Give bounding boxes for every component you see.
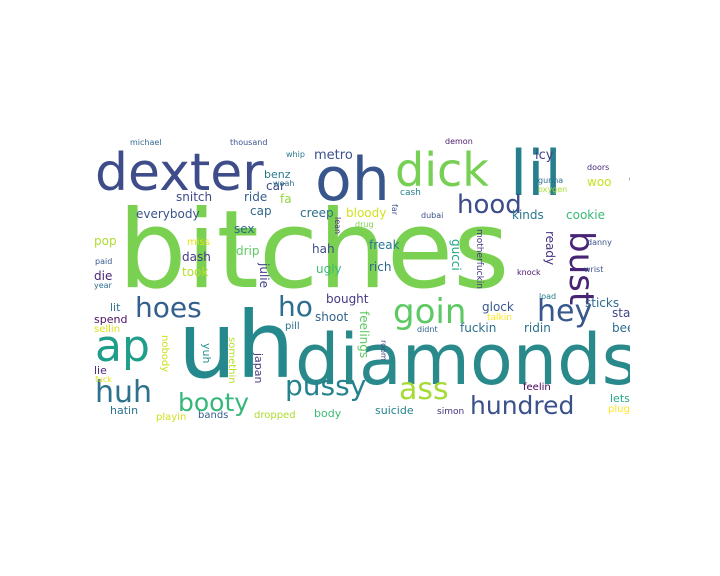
word-lets: lets [610, 392, 630, 405]
word-car: car [266, 179, 285, 193]
word-spend: spend [94, 313, 128, 326]
word-pop: pop [94, 234, 117, 248]
word-cloud: bitches uh diamonds dexter oh dick lil a… [90, 135, 630, 425]
word-die: die [94, 269, 113, 283]
word-oxygen: oxygen [538, 185, 568, 194]
word-glock: glock [482, 300, 514, 314]
word-booty: booty [178, 388, 250, 417]
word-simon: simon [437, 407, 465, 417]
word-miss: miss [187, 237, 210, 248]
word-ready: ready [543, 231, 557, 266]
word-hey: hey [537, 294, 593, 329]
word-feelin: feelin [523, 382, 551, 393]
word-dexter: dexter [95, 143, 264, 203]
word-dropped: dropped [254, 410, 296, 421]
word-ap: ap [95, 321, 150, 372]
word-pill: pill [285, 321, 300, 332]
word-rich: rich [369, 260, 392, 274]
word-bought: bought [326, 292, 369, 306]
word-freak: freak [369, 238, 400, 252]
word-woah: woah [273, 179, 295, 188]
word-everybody: everybody [136, 207, 200, 221]
word-michael: michael [130, 138, 162, 147]
word-japan: japan [252, 353, 265, 384]
word-lil: lil [510, 137, 562, 210]
word-bloody: bloody [346, 206, 387, 220]
word-drug: drug [355, 220, 374, 229]
word-dash: dash [182, 250, 211, 264]
word-took: took [182, 265, 209, 279]
word-creep: creep [300, 206, 334, 220]
word-yuh: yuh [200, 343, 213, 364]
word-dubai: dubai [421, 211, 444, 220]
word-metro: metro [314, 148, 353, 163]
word-sticks: sticks [585, 296, 620, 310]
word-ridin: ridin [524, 321, 551, 335]
word-goin: goin [393, 292, 467, 332]
word-nobody: nobody [159, 335, 170, 373]
word-hah: hah [312, 242, 335, 256]
word-far: far [390, 204, 399, 216]
word-feelings: feelings [357, 311, 371, 359]
word-drip: drip [236, 244, 260, 258]
word-plug: plug [608, 404, 630, 415]
word-gunna: gunna [538, 176, 564, 185]
word-lie: lie [94, 364, 107, 377]
word-talkin: talkin [487, 313, 512, 323]
word-pussy: pussy [285, 369, 367, 402]
word-demon: demon [445, 137, 473, 146]
word-hood: hood [457, 190, 522, 220]
word-huh: huh [95, 375, 153, 410]
word-icy: icy [535, 148, 554, 163]
word-snitch: snitch [176, 190, 213, 204]
word-load: load [539, 292, 557, 301]
word-paid: paid [95, 257, 113, 266]
word-uh: uh [178, 292, 295, 399]
word-dick: dick [395, 143, 489, 197]
word-hoes: hoes [135, 291, 202, 324]
word-playin: playin [156, 412, 187, 423]
word-year: year [94, 281, 112, 290]
word-somethin: somethin [226, 337, 237, 384]
word-benz: benz [264, 168, 291, 181]
word-room: room [379, 340, 388, 361]
word-julie: julie [257, 263, 271, 288]
word-star: star [612, 306, 630, 320]
word-ride: ride [244, 190, 268, 204]
word-fuck: fuck [95, 375, 112, 384]
word-diamonds: diamonds [295, 319, 630, 401]
word-gucci: gucci [449, 239, 463, 271]
word-cookie: cookie [566, 208, 605, 222]
word-oh: oh [315, 145, 390, 215]
word-ass: ass [399, 372, 449, 407]
word-lit: lit [110, 301, 121, 314]
word-lean: lean [333, 217, 342, 235]
word-doors: doors [587, 163, 610, 172]
word-beep: beep [612, 321, 630, 335]
word-ugly: ugly [316, 262, 342, 276]
word-woo: woo [587, 175, 612, 189]
word-wrist: wrist [584, 265, 604, 274]
word-motherfuckin: motherfuckin [474, 229, 484, 289]
word-shoot: shoot [315, 310, 349, 324]
word-fa: fa [280, 192, 292, 206]
word-suicide: suicide [375, 404, 414, 417]
word-sex: sex [234, 222, 255, 236]
word-cash: cash [400, 188, 421, 198]
word-ho: ho [278, 290, 313, 323]
word-hundred: hundred [470, 391, 575, 420]
word-bitches: bitches [118, 188, 510, 313]
word-whip: whip [286, 150, 305, 159]
word-body: body [314, 407, 342, 420]
word-knock: knock [517, 268, 541, 277]
word-sellin: sellin [94, 324, 121, 335]
word-danny: danny [587, 238, 612, 247]
word-thousand: thousand [230, 138, 268, 147]
word-fuckin: fuckin [460, 321, 497, 335]
word-bands: bands [198, 410, 229, 421]
word-kinds: kinds [512, 208, 544, 222]
word-didnt: didnt [417, 325, 438, 334]
word-cap: cap [250, 204, 272, 218]
word-hatin: hatin [110, 404, 139, 417]
